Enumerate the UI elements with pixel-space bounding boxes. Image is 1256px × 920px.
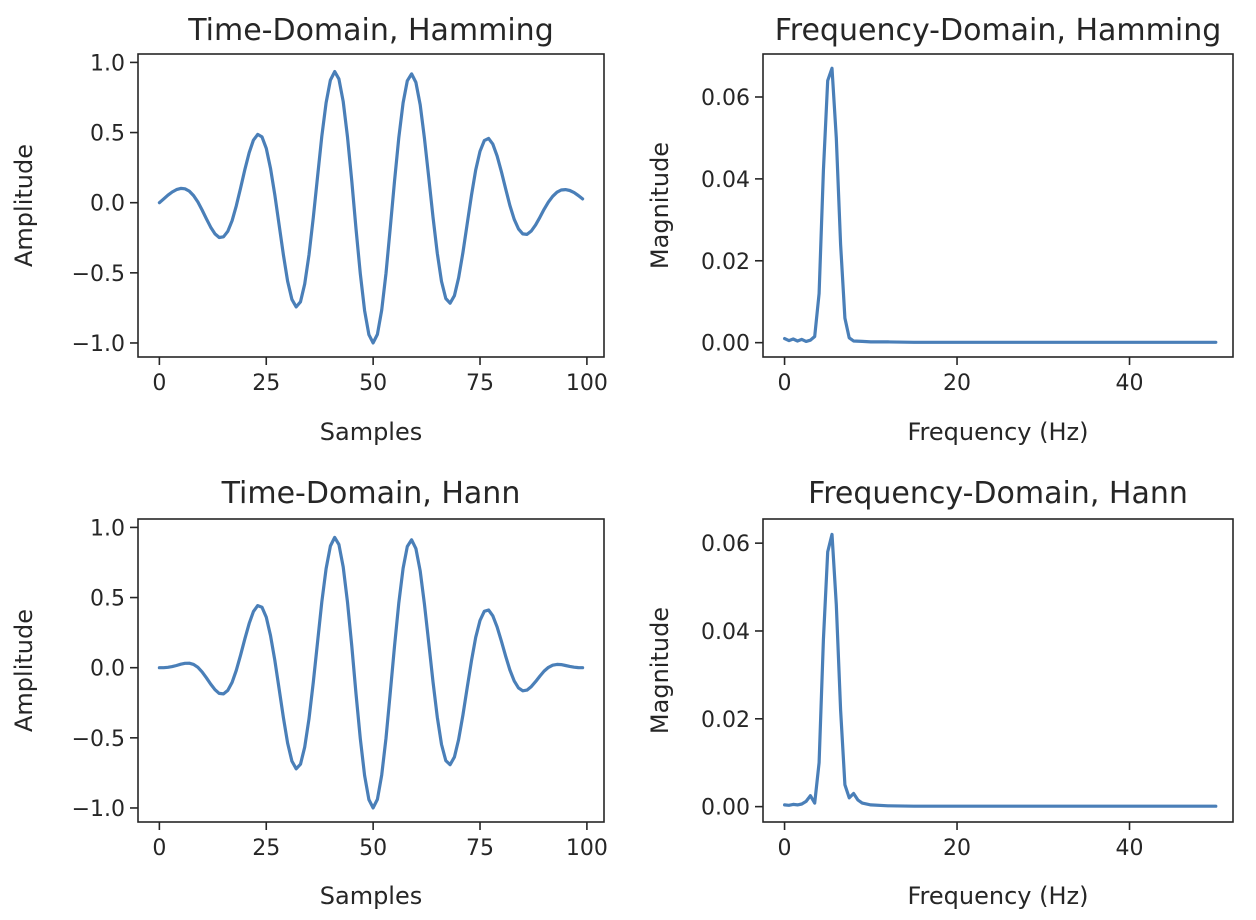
y-axis-label: Amplitude — [10, 609, 38, 732]
series-line — [157, 70, 585, 345]
y-tick-label: 0.04 — [701, 168, 750, 193]
x-tick-label: 20 — [943, 371, 971, 396]
x-axis-label: Frequency (Hz) — [908, 882, 1089, 910]
chart-title: Frequency-Domain, Hamming — [775, 13, 1222, 48]
x-tick-label: 25 — [252, 371, 280, 396]
x-tick-labels: 0 25 50 75 100 — [152, 836, 608, 861]
y-tick-labels: 0.00 0.02 0.04 0.06 — [701, 532, 750, 820]
x-axis-label: Samples — [320, 418, 423, 446]
y-axis-label: Amplitude — [10, 144, 38, 267]
y-tick-label: 0.02 — [701, 708, 750, 733]
x-tick-labels: 0 20 40 — [778, 371, 1144, 396]
x-tick-label: 50 — [359, 371, 387, 396]
x-tick-labels: 0 25 50 75 100 — [152, 371, 608, 396]
x-tick-label: 50 — [359, 836, 387, 861]
x-tick-label: 25 — [252, 836, 280, 861]
y-tick-label: 0.04 — [701, 620, 750, 645]
panel-frequency-domain-hann: Frequency-Domain, Hann Frequency (Hz) Ma… — [646, 476, 1234, 910]
y-tick-label: 0.0 — [90, 192, 125, 217]
plot-frame — [137, 53, 605, 358]
y-tick-label: 0.5 — [90, 122, 125, 147]
y-tick-label: 0.02 — [701, 250, 750, 275]
y-tick-label: 0.06 — [701, 86, 750, 111]
series-line — [783, 532, 1218, 808]
x-tick-label: 0 — [778, 371, 792, 396]
y-tick-label: −0.5 — [72, 262, 125, 287]
y-tick-label: −1.0 — [72, 797, 125, 822]
x-tick-label: 40 — [1116, 371, 1144, 396]
y-tick-label: 0.06 — [701, 532, 750, 557]
x-tick-label: 75 — [466, 371, 494, 396]
panel-frequency-domain-hamming: Frequency-Domain, Hamming Frequency (Hz)… — [646, 13, 1234, 446]
x-tick-label: 75 — [466, 836, 494, 861]
y-tick-label: −1.0 — [72, 332, 125, 357]
series-line — [783, 66, 1218, 344]
panel-time-domain-hamming: Time-Domain, Hamming Samples Amplitude 0… — [10, 13, 608, 446]
chart-title: Time-Domain, Hann — [221, 476, 521, 511]
plot-frame — [137, 518, 605, 823]
y-tick-label: 0.5 — [90, 587, 125, 612]
x-tick-label: 20 — [943, 836, 971, 861]
y-tick-label: 0.00 — [701, 332, 750, 357]
x-tick-label: 100 — [566, 836, 608, 861]
y-tick-label: 1.0 — [90, 51, 125, 76]
x-tick-label: 0 — [152, 371, 166, 396]
x-axis-label: Samples — [320, 882, 423, 910]
series-line — [157, 535, 585, 810]
panel-time-domain-hann: Time-Domain, Hann Samples Amplitude 0 25… — [10, 476, 608, 910]
plot-frame — [762, 518, 1234, 823]
x-tick-label: 100 — [566, 371, 608, 396]
y-tick-label: 0.00 — [701, 796, 750, 821]
x-axis-label: Frequency (Hz) — [908, 418, 1089, 446]
y-axis-label: Magnitude — [646, 142, 674, 269]
y-tick-label: 0.0 — [90, 657, 125, 682]
y-tick-labels: −1.0 −0.5 0.0 0.5 1.0 — [72, 51, 125, 357]
y-tick-labels: −1.0 −0.5 0.0 0.5 1.0 — [72, 516, 125, 822]
x-tick-label: 0 — [152, 836, 166, 861]
x-tick-label: 40 — [1116, 836, 1144, 861]
chart-title: Time-Domain, Hamming — [187, 13, 554, 48]
x-tick-labels: 0 20 40 — [778, 836, 1144, 861]
x-tick-label: 0 — [778, 836, 792, 861]
chart-title: Frequency-Domain, Hann — [808, 476, 1188, 511]
plot-frame — [762, 53, 1234, 358]
y-tick-label: −0.5 — [72, 727, 125, 752]
y-tick-labels: 0.00 0.02 0.04 0.06 — [701, 86, 750, 357]
y-tick-label: 1.0 — [90, 516, 125, 541]
y-axis-label: Magnitude — [646, 607, 674, 734]
